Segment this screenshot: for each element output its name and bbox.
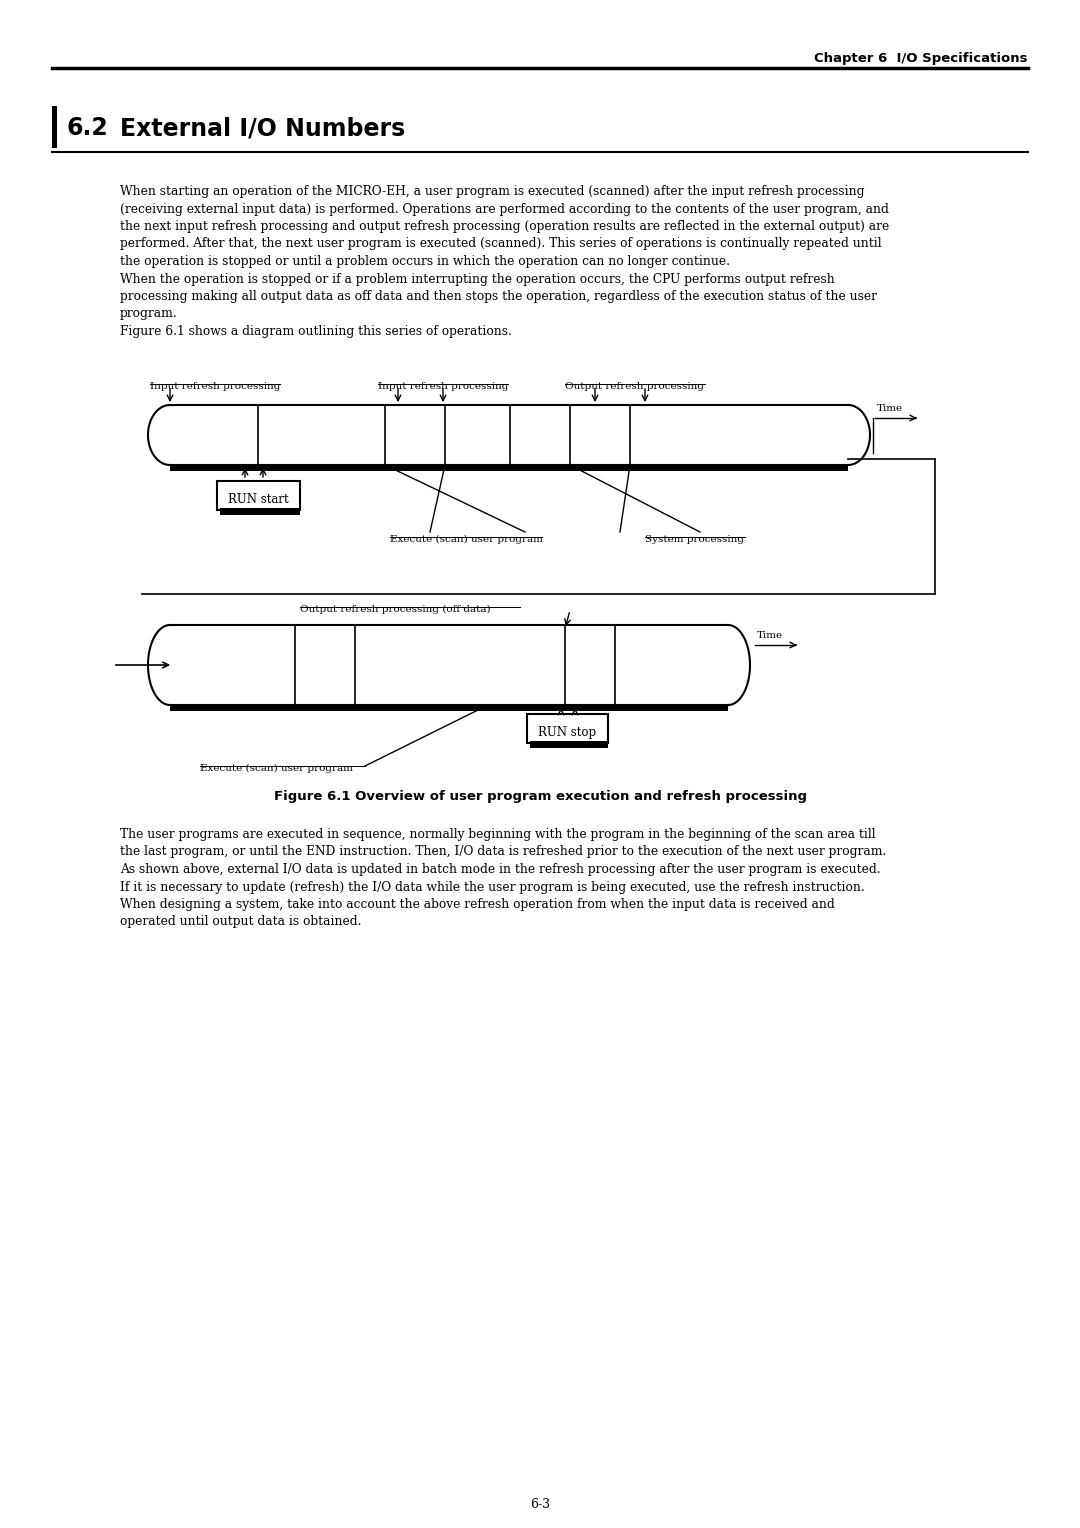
- Text: Output refresh processing: Output refresh processing: [565, 382, 704, 391]
- Text: When designing a system, take into account the above refresh operation from when: When designing a system, take into accou…: [120, 898, 835, 911]
- Text: External I/O Numbers: External I/O Numbers: [120, 116, 405, 141]
- Text: (receiving external input data) is performed. Operations are performed according: (receiving external input data) is perfo…: [120, 203, 889, 215]
- FancyBboxPatch shape: [216, 480, 299, 509]
- Bar: [220, 507, 300, 515]
- Text: Output refresh processing (off data): Output refresh processing (off data): [300, 605, 490, 614]
- Text: The user programs are executed in sequence, normally beginning with the program : The user programs are executed in sequen…: [120, 828, 876, 840]
- Text: program.: program.: [120, 307, 178, 321]
- Text: Input refresh processing: Input refresh processing: [378, 382, 509, 391]
- FancyBboxPatch shape: [527, 714, 607, 743]
- Text: Execute (scan) user program: Execute (scan) user program: [200, 764, 353, 773]
- Text: the operation is stopped or until a problem occurs in which the operation can no: the operation is stopped or until a prob…: [120, 255, 730, 267]
- Text: RUN stop: RUN stop: [538, 726, 596, 740]
- Text: Chapter 6  I/O Specifications: Chapter 6 I/O Specifications: [814, 52, 1028, 66]
- Text: Figure 6.1 shows a diagram outlining this series of operations.: Figure 6.1 shows a diagram outlining thi…: [120, 325, 512, 338]
- Text: the next input refresh processing and output refresh processing (operation resul: the next input refresh processing and ou…: [120, 220, 889, 232]
- Text: 6-3: 6-3: [530, 1497, 550, 1511]
- Text: As shown above, external I/O data is updated in batch mode in the refresh proces: As shown above, external I/O data is upd…: [120, 863, 880, 876]
- Text: 6.2: 6.2: [66, 116, 108, 141]
- Text: If it is necessary to update (refresh) the I/O data while the user program is be: If it is necessary to update (refresh) t…: [120, 880, 865, 894]
- Text: When starting an operation of the MICRO-EH, a user program is executed (scanned): When starting an operation of the MICRO-…: [120, 185, 864, 199]
- Bar: [170, 465, 848, 471]
- Text: Execute (scan) user program: Execute (scan) user program: [390, 535, 543, 544]
- Text: When the operation is stopped or if a problem interrupting the operation occurs,: When the operation is stopped or if a pr…: [120, 272, 835, 286]
- Text: RUN start: RUN start: [228, 494, 288, 506]
- Text: Input refresh processing: Input refresh processing: [150, 382, 281, 391]
- Text: processing making all output data as off data and then stops the operation, rega: processing making all output data as off…: [120, 290, 877, 303]
- Text: Time: Time: [877, 403, 903, 413]
- Bar: [530, 741, 608, 749]
- Text: operated until output data is obtained.: operated until output data is obtained.: [120, 915, 362, 929]
- Text: the last program, or until the END instruction. Then, I/O data is refreshed prio: the last program, or until the END instr…: [120, 845, 887, 859]
- Text: Time: Time: [757, 631, 783, 640]
- Text: performed. After that, the next user program is executed (scanned). This series : performed. After that, the next user pro…: [120, 237, 881, 251]
- Text: Figure 6.1 Overview of user program execution and refresh processing: Figure 6.1 Overview of user program exec…: [273, 790, 807, 804]
- Bar: [170, 704, 728, 711]
- Text: System processing: System processing: [645, 535, 744, 544]
- Bar: [52, 105, 57, 148]
